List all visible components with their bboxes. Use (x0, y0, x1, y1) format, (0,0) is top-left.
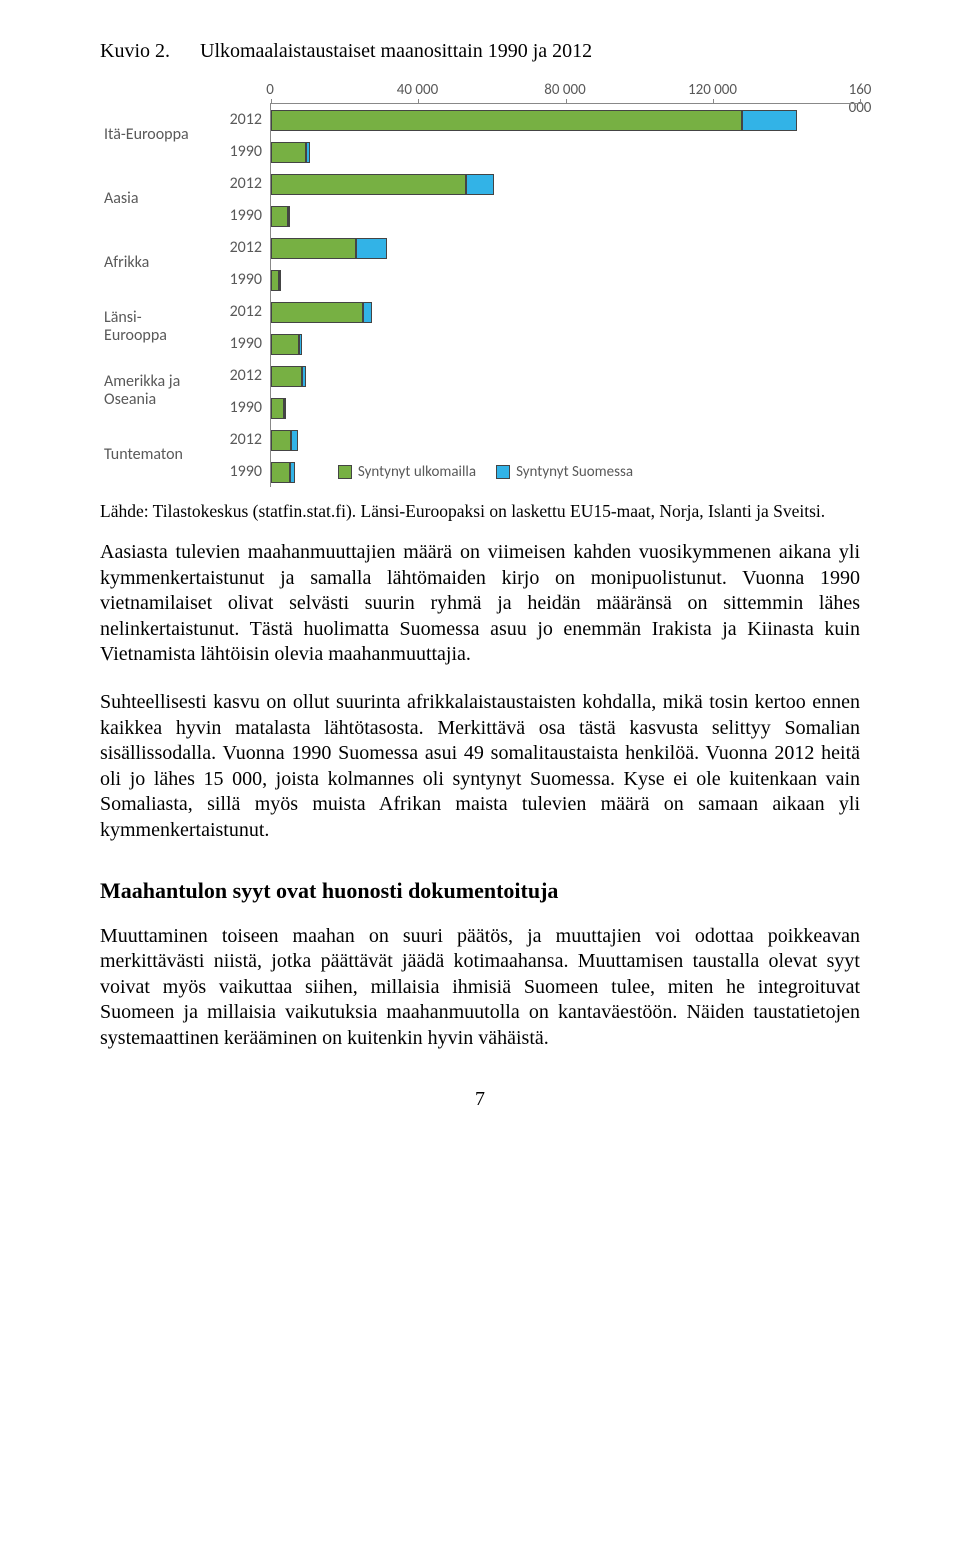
body-paragraph: Aasiasta tulevien maahanmuuttajien määrä… (100, 540, 860, 668)
x-tick: 0 (266, 81, 274, 99)
bar-row (271, 136, 860, 168)
category-label: Amerikka jaOseania (104, 359, 224, 423)
bar-seg-suomessa (288, 206, 290, 227)
bar-seg-suomessa (356, 238, 387, 259)
bar-row (271, 168, 860, 200)
figure-title: Kuvio 2. Ulkomaalaistaustaiset maanositt… (100, 40, 860, 63)
category-label: Itä-Eurooppa (104, 103, 224, 167)
body-paragraph: Muuttaminen toiseen maahan on suuri päät… (100, 924, 860, 1052)
page-number: 7 (100, 1088, 860, 1111)
category-label: Länsi-Eurooppa (104, 295, 224, 359)
bar-seg-ulkomailla (271, 334, 299, 355)
year-label: 1990 (224, 455, 270, 487)
bar-seg-suomessa (279, 270, 281, 291)
y-axis-categories: Itä-EurooppaAasiaAfrikkaLänsi-EurooppaAm… (104, 103, 224, 487)
bar-row (271, 360, 860, 392)
x-tick: 120 000 (688, 81, 737, 99)
x-tick: 40 000 (397, 81, 438, 99)
plot-area: Syntynyt ulkomailla Syntynyt Suomessa (270, 103, 860, 487)
section-heading: Maahantulon syyt ovat huonosti dokumento… (100, 878, 860, 904)
year-label: 2012 (224, 231, 270, 263)
bar-seg-suomessa (299, 334, 302, 355)
bar-seg-ulkomailla (271, 206, 288, 227)
bar-seg-ulkomailla (271, 142, 306, 163)
category-label: Tuntematon (104, 423, 224, 487)
bar-row (271, 264, 860, 296)
bar-row (271, 424, 860, 456)
legend-label: Syntynyt Suomessa (516, 463, 633, 481)
year-label: 1990 (224, 391, 270, 423)
y-axis-years: 2012199020121990201219902012199020121990… (224, 103, 270, 487)
year-label: 2012 (224, 103, 270, 135)
bar-seg-ulkomailla (271, 462, 290, 483)
body-paragraph: Suhteellisesti kasvu on ollut suurinta a… (100, 690, 860, 844)
bar-seg-ulkomailla (271, 398, 284, 419)
bar-row (271, 200, 860, 232)
bar-seg-suomessa (363, 302, 372, 323)
year-label: 1990 (224, 327, 270, 359)
legend-swatch (496, 465, 510, 479)
bar-seg-ulkomailla (271, 302, 363, 323)
bar-row (271, 296, 860, 328)
figure-title-label: Kuvio 2. (100, 40, 170, 63)
x-axis: 040 00080 000120 000160 000 (104, 81, 860, 103)
bar-seg-suomessa (306, 142, 310, 163)
bar-seg-ulkomailla (271, 430, 291, 451)
bar-row: Syntynyt ulkomailla Syntynyt Suomessa (271, 456, 860, 488)
bar-seg-suomessa (284, 398, 286, 419)
year-label: 1990 (224, 199, 270, 231)
year-label: 2012 (224, 423, 270, 455)
x-tick: 80 000 (544, 81, 585, 99)
bar-row (271, 328, 860, 360)
bar-seg-ulkomailla (271, 110, 742, 131)
year-label: 2012 (224, 167, 270, 199)
bar-row (271, 392, 860, 424)
legend: Syntynyt ulkomailla Syntynyt Suomessa (330, 456, 633, 488)
legend-label: Syntynyt ulkomailla (358, 463, 476, 481)
chart: 040 00080 000120 000160 000 Itä-Eurooppa… (104, 81, 860, 487)
bar-seg-ulkomailla (271, 270, 279, 291)
year-label: 2012 (224, 359, 270, 391)
category-label: Afrikka (104, 231, 224, 295)
bar-seg-suomessa (302, 366, 306, 387)
bar-seg-suomessa (290, 462, 294, 483)
bar-seg-suomessa (466, 174, 494, 195)
bar-seg-suomessa (291, 430, 298, 451)
bar-seg-suomessa (742, 110, 797, 131)
figure-title-text: Ulkomaalaistaustaiset maanosittain 1990 … (200, 40, 592, 63)
legend-swatch (338, 465, 352, 479)
bar-seg-ulkomailla (271, 366, 302, 387)
year-label: 1990 (224, 263, 270, 295)
bar-seg-ulkomailla (271, 238, 356, 259)
category-label: Aasia (104, 167, 224, 231)
year-label: 2012 (224, 295, 270, 327)
legend-item: Syntynyt Suomessa (496, 463, 633, 481)
bar-row (271, 104, 860, 136)
legend-item: Syntynyt ulkomailla (338, 463, 476, 481)
year-label: 1990 (224, 135, 270, 167)
bar-seg-ulkomailla (271, 174, 466, 195)
chart-source: Lähde: Tilastokeskus (statfin.stat.fi). … (100, 501, 860, 522)
bar-row (271, 232, 860, 264)
